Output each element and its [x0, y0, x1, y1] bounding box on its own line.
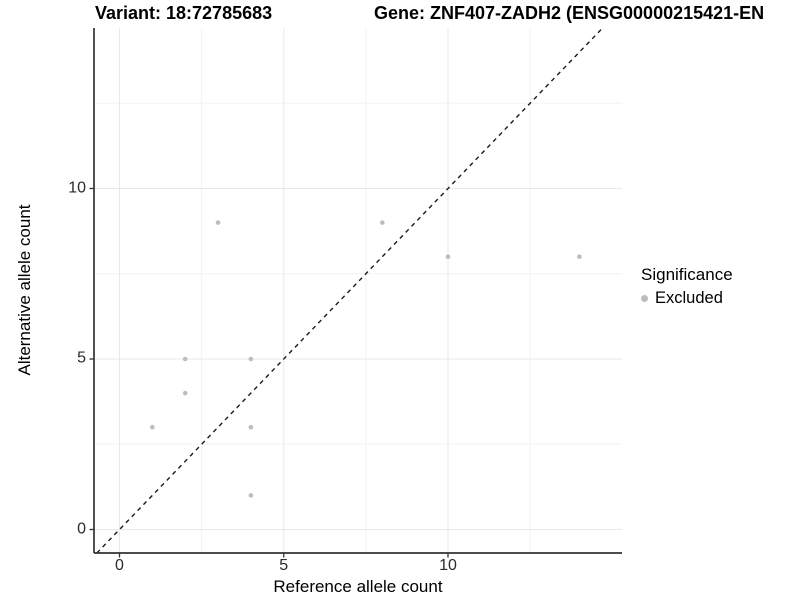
legend: Significance Excluded [641, 265, 733, 308]
x-tick-label: 5 [279, 557, 289, 574]
data-point [248, 424, 254, 430]
legend-item-label: Excluded [655, 289, 723, 307]
data-point [215, 220, 221, 225]
legend-title: Significance [641, 265, 733, 284]
x-tick-label: 10 [439, 557, 457, 574]
x-tick-label: 0 [115, 557, 124, 574]
data-point [182, 390, 188, 396]
data-point [150, 424, 155, 430]
y-tick-label: 5 [77, 349, 86, 367]
variant-title: Variant: 18:72785683 [95, 3, 273, 23]
data-point [248, 493, 254, 498]
gene-title: Gene: ZNF407-ZADH2 (ENSG00000215421-EN [374, 3, 765, 23]
excluded-point-icon [641, 295, 648, 302]
data-point [182, 356, 188, 362]
data-point [248, 356, 254, 362]
x-axis-title: Reference allele count [273, 577, 443, 596]
data-point [445, 254, 451, 259]
data-point [380, 220, 385, 225]
y-axis-title: Alternative allele count [15, 204, 34, 376]
data-point [577, 254, 582, 259]
identity-dashed-line [96, 27, 604, 554]
legend-item-excluded: Excluded [641, 289, 733, 308]
y-tick-label: 0 [77, 519, 86, 537]
y-tick-label: 10 [68, 178, 86, 196]
